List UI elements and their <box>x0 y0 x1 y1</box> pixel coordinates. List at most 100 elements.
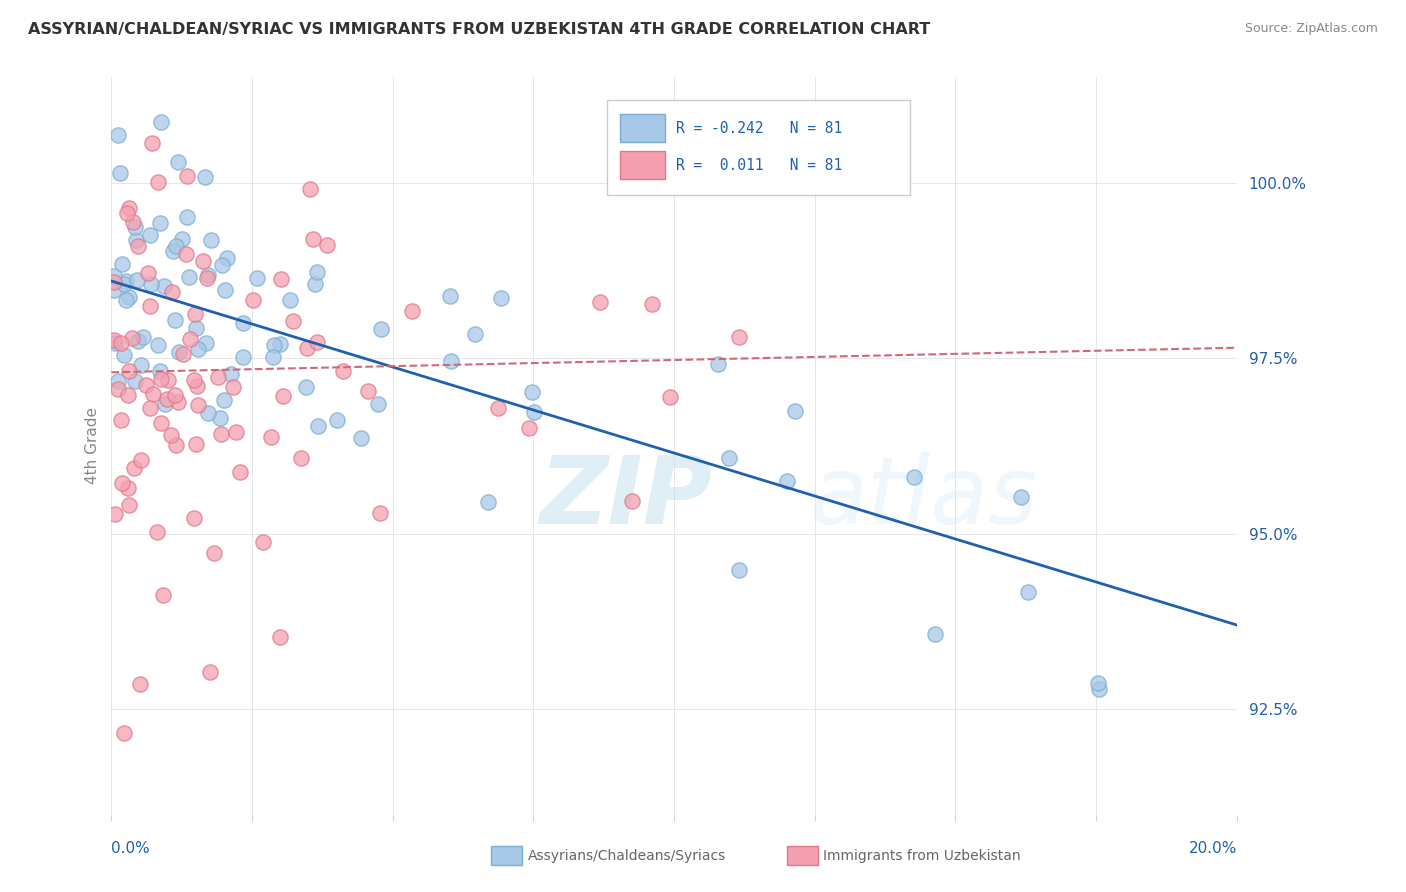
Point <box>785 404 807 418</box>
Point <box>172 347 194 361</box>
Point <box>156 392 179 406</box>
Point <box>222 380 245 394</box>
Point <box>104 336 127 351</box>
Point <box>132 330 155 344</box>
Point <box>707 357 730 371</box>
Point <box>129 358 152 372</box>
Point <box>103 283 125 297</box>
Point <box>621 494 644 508</box>
Point <box>111 257 134 271</box>
Point <box>776 474 799 488</box>
Point <box>183 373 205 387</box>
Point <box>271 389 294 403</box>
Point <box>149 364 172 378</box>
Point <box>350 431 373 445</box>
Point <box>152 588 174 602</box>
Point <box>107 128 129 143</box>
Point <box>717 451 740 466</box>
Point <box>368 506 391 520</box>
Point <box>184 321 207 335</box>
Point <box>166 395 188 409</box>
Point <box>127 239 149 253</box>
Point <box>269 337 291 351</box>
Text: Immigrants from Uzbekistan: Immigrants from Uzbekistan <box>823 848 1021 863</box>
Point <box>658 390 681 404</box>
Point <box>202 546 225 560</box>
Y-axis label: 4th Grade: 4th Grade <box>86 408 100 484</box>
Point <box>165 388 187 402</box>
Point <box>214 284 236 298</box>
Point <box>252 535 274 549</box>
Point <box>491 291 513 305</box>
Point <box>198 665 221 679</box>
Point <box>179 270 201 285</box>
Point <box>124 219 146 234</box>
Point <box>246 271 269 285</box>
Point <box>103 333 125 347</box>
Point <box>307 419 329 434</box>
Point <box>186 437 208 451</box>
Bar <box>620 151 665 179</box>
Point <box>477 494 499 508</box>
Point <box>135 378 157 392</box>
Point <box>141 386 163 401</box>
Point <box>174 247 197 261</box>
Point <box>728 563 751 577</box>
Point <box>146 337 169 351</box>
Point <box>117 290 139 304</box>
Point <box>104 507 127 521</box>
Point <box>136 266 159 280</box>
Point <box>295 380 318 394</box>
Point <box>367 397 389 411</box>
Point <box>117 364 139 378</box>
Point <box>194 170 217 185</box>
Point <box>176 211 198 225</box>
Point <box>332 363 354 377</box>
Point <box>118 201 141 215</box>
Point <box>127 273 149 287</box>
Point <box>162 244 184 259</box>
Point <box>128 676 150 690</box>
Point <box>903 470 925 484</box>
Point <box>214 392 236 407</box>
Point <box>127 334 149 349</box>
Point <box>149 372 172 386</box>
Point <box>165 239 187 253</box>
Point <box>195 335 218 350</box>
Point <box>1017 585 1039 599</box>
FancyBboxPatch shape <box>606 100 911 195</box>
Point <box>183 510 205 524</box>
Point <box>357 384 380 398</box>
Point <box>167 345 190 359</box>
Point <box>150 115 173 129</box>
Bar <box>620 114 665 143</box>
Point <box>172 231 194 245</box>
Point <box>517 421 540 435</box>
Point <box>200 233 222 247</box>
Point <box>149 216 172 230</box>
Point <box>488 401 510 416</box>
Point <box>165 438 187 452</box>
Point <box>195 270 218 285</box>
Point <box>522 385 544 400</box>
Point <box>110 335 132 350</box>
Point <box>186 378 208 392</box>
Point <box>108 166 131 180</box>
Point <box>124 374 146 388</box>
Point <box>523 405 546 419</box>
Text: ASSYRIAN/CHALDEAN/SYRIAC VS IMMIGRANTS FROM UZBEKISTAN 4TH GRADE CORRELATION CHA: ASSYRIAN/CHALDEAN/SYRIAC VS IMMIGRANTS F… <box>28 22 931 37</box>
Point <box>103 275 125 289</box>
Point <box>156 373 179 387</box>
Text: Assyrians/Chaldeans/Syriacs: Assyrians/Chaldeans/Syriacs <box>527 848 725 863</box>
Point <box>440 354 463 368</box>
Point <box>115 274 138 288</box>
Point <box>263 338 285 352</box>
Point <box>191 254 214 268</box>
Point <box>179 332 201 346</box>
Point <box>209 411 232 425</box>
Point <box>215 252 238 266</box>
Point <box>103 269 125 284</box>
Point <box>115 293 138 308</box>
Point <box>269 630 291 644</box>
Text: atlas: atlas <box>810 452 1038 543</box>
